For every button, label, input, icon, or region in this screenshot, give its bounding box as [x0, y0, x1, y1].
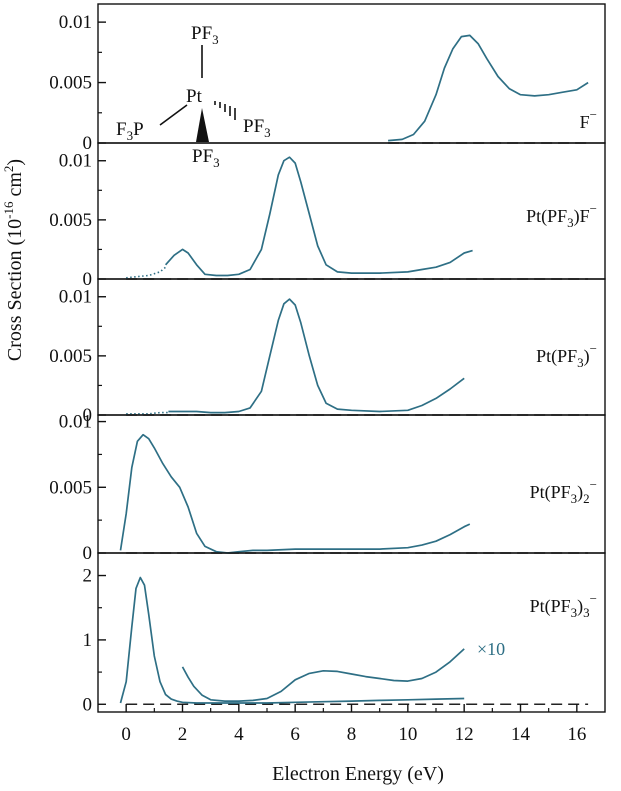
x-tick-label: 6: [290, 724, 300, 745]
mol-left-f3p: F3P: [116, 119, 144, 143]
series-line-1: [119, 576, 465, 704]
x-tick-label: 8: [347, 724, 357, 745]
panel-frame: [97, 552, 606, 713]
y-tick-label: 0.005: [49, 477, 92, 498]
y-tick-label: 0: [83, 694, 93, 715]
panel-3: 0 0.005 0.01 Pt(PF3)−: [49, 278, 606, 426]
panel-2: 0 0.005 0.01 Pt(PF3)F−: [49, 142, 606, 290]
panel-4: 0 0.005 0.01 Pt(PF3)2−: [49, 412, 606, 564]
series-line-1: [119, 433, 471, 554]
series-line-1: [168, 298, 465, 414]
y-tick-label: 0: [83, 543, 93, 564]
y-tick-label: 0.005: [49, 73, 92, 94]
dotted-segment: [126, 266, 167, 279]
y-tick-label: 0.005: [49, 210, 92, 231]
x-tick-label: 14: [511, 724, 531, 745]
y-tick-label: 0.01: [59, 12, 92, 33]
mol-center-pt: Pt: [186, 86, 203, 107]
panel-label: Pt(PF3)2−: [530, 477, 597, 506]
y-tick-label: 1: [83, 630, 93, 651]
dotted-segment: [126, 411, 169, 415]
y-tick-label: 2: [83, 566, 93, 587]
mol-bond-left: [159, 104, 188, 126]
y-tick-label: 0: [83, 133, 93, 154]
x-tick-label: 0: [121, 724, 131, 745]
scale-note: ×10: [477, 639, 505, 659]
x-axis-title: Electron Energy (eV): [272, 763, 444, 785]
y-tick-label: 0.01: [59, 412, 92, 433]
y-tick-label: 0: [83, 405, 93, 426]
panels-group: 0 0.005 0.01 F− 0 0.005 0.01 Pt(PF3)F− 0 0.005 0.0…: [49, 3, 606, 715]
y-tick-label: 0.01: [59, 287, 92, 308]
series-line-1: [388, 34, 589, 142]
series-line-2: [181, 648, 465, 702]
x-axis: 0 2 4 6 8 10 12 14 16: [121, 704, 586, 745]
panel-label: Pt(PF3)3−: [530, 591, 597, 620]
mol-top-pf3: PF3: [191, 23, 219, 47]
molecule-structure: PF3 Pt F3P PF3 PF3: [116, 23, 271, 170]
panel-label: Pt(PF3)−: [536, 341, 597, 370]
y-tick-label: 0.005: [49, 346, 92, 367]
panel-5: 0 1 2 ×10 Pt(PF3)3−: [83, 552, 606, 715]
mol-bottom-pf3: PF3: [192, 146, 220, 170]
mol-bond-right-hashed: [214, 101, 236, 120]
y-axis-title: Cross Section (10-16 cm2): [1, 159, 26, 361]
x-tick-label: 4: [234, 724, 244, 745]
y-tick-label: 0: [83, 269, 93, 290]
mol-bond-bottom-wedge: [196, 108, 209, 142]
x-tick-label: 10: [398, 724, 417, 745]
x-tick-label: 2: [178, 724, 188, 745]
panel-frame: [97, 3, 606, 144]
y-tick-label: 0.01: [59, 151, 92, 172]
mol-right-pf3: PF3: [243, 116, 271, 140]
x-tick-label: 12: [455, 724, 474, 745]
panel-label: F−: [580, 107, 597, 132]
panel-frame: [97, 278, 606, 416]
x-tick-label: 16: [567, 724, 586, 745]
series-line-1: [164, 156, 473, 277]
panel-label: Pt(PF3)F−: [526, 201, 597, 230]
